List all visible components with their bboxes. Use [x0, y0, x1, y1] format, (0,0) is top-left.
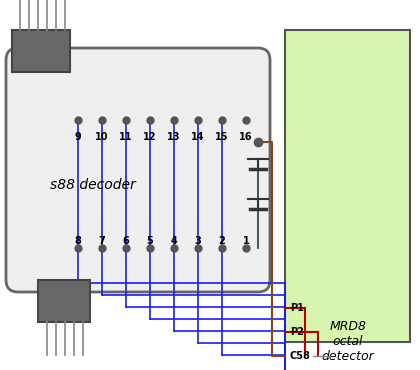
Text: 2: 2 [219, 236, 226, 246]
Text: MRD8
octal
detector: MRD8 octal detector [322, 320, 374, 363]
Text: 16: 16 [239, 132, 253, 142]
Text: 12: 12 [143, 132, 157, 142]
FancyBboxPatch shape [12, 30, 70, 72]
Text: 13: 13 [167, 132, 181, 142]
Text: 8: 8 [75, 236, 81, 246]
Text: 10: 10 [95, 132, 109, 142]
Text: C58: C58 [290, 351, 311, 361]
Text: 11: 11 [119, 132, 133, 142]
FancyBboxPatch shape [6, 48, 270, 292]
Text: P2: P2 [290, 327, 304, 337]
Text: s88 decoder: s88 decoder [50, 178, 136, 192]
Text: 14: 14 [191, 132, 205, 142]
FancyBboxPatch shape [38, 280, 90, 322]
Text: 6: 6 [123, 236, 129, 246]
Text: 9: 9 [75, 132, 81, 142]
Text: 5: 5 [147, 236, 153, 246]
FancyBboxPatch shape [285, 30, 410, 342]
Text: 4: 4 [171, 236, 177, 246]
Text: 7: 7 [99, 236, 105, 246]
Text: P1: P1 [290, 303, 304, 313]
Text: 1: 1 [243, 236, 249, 246]
Text: 3: 3 [194, 236, 201, 246]
Text: 15: 15 [215, 132, 229, 142]
Text: accessory
power supply: accessory power supply [268, 368, 352, 370]
